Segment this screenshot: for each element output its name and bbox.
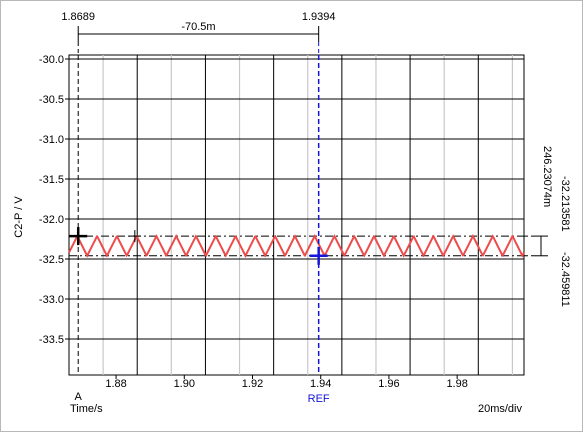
- delta-y-bracket: [524, 235, 548, 257]
- delta-x-readout: -70.5m: [181, 21, 215, 33]
- cursor-a-marker: [69, 227, 88, 246]
- y-tick-label: -33.0: [39, 294, 64, 306]
- x-tick-label: 1.98: [446, 378, 467, 390]
- x-axis-label: Time/s: [70, 403, 103, 415]
- cursor-ref-marker: [309, 246, 328, 265]
- cursor-ref-x-readout: 1.9394: [302, 11, 336, 23]
- y-tick-label: -30.5: [39, 94, 64, 106]
- delta-y-readout: 246.23074m: [541, 146, 553, 207]
- minor-grid: [102, 55, 514, 375]
- axis-ticks: -30.0 -30.5 -31.0 -31.5 -32.0 -32.5 -33.0 -33.5…: [39, 54, 468, 390]
- cursor-a-x-readout: 1.8689: [61, 11, 95, 23]
- x-tick-label: 1.94: [310, 378, 331, 390]
- cursor-ref-label: REF: [308, 393, 330, 405]
- cursor-markers[interactable]: [69, 227, 328, 265]
- x-tick-label: 1.92: [242, 378, 263, 390]
- cursor-aux-marker: [128, 230, 141, 243]
- time-per-div-label: 20ms/div: [478, 403, 523, 415]
- series-line: [68, 233, 525, 258]
- cursor-a-label: A: [75, 391, 83, 403]
- cursor-lines[interactable]: [77, 55, 320, 375]
- y-tick-label: -30.0: [39, 54, 64, 66]
- x-tick-label: 1.96: [378, 378, 399, 390]
- y-tick-label: -32.0: [39, 214, 64, 226]
- cursor-y-low-readout: -32.459811: [559, 252, 571, 307]
- plot-frame: [68, 54, 525, 376]
- y-tick-label: -32.5: [39, 254, 64, 266]
- delta-x-bracket: [77, 26, 320, 55]
- cursor-y-high-readout: -32.213581: [559, 176, 571, 232]
- major-grid: [69, 55, 524, 375]
- series-layer: [68, 233, 525, 258]
- y-axis-label: C2-P / V: [13, 196, 25, 238]
- x-tick-label: 1.88: [105, 378, 126, 390]
- cursor-level-lines: [69, 235, 524, 257]
- y-tick-label: -33.5: [39, 334, 64, 346]
- y-tick-label: -31.5: [39, 174, 64, 186]
- x-tick-label: 1.90: [174, 378, 195, 390]
- y-tick-label: -31.0: [39, 134, 64, 146]
